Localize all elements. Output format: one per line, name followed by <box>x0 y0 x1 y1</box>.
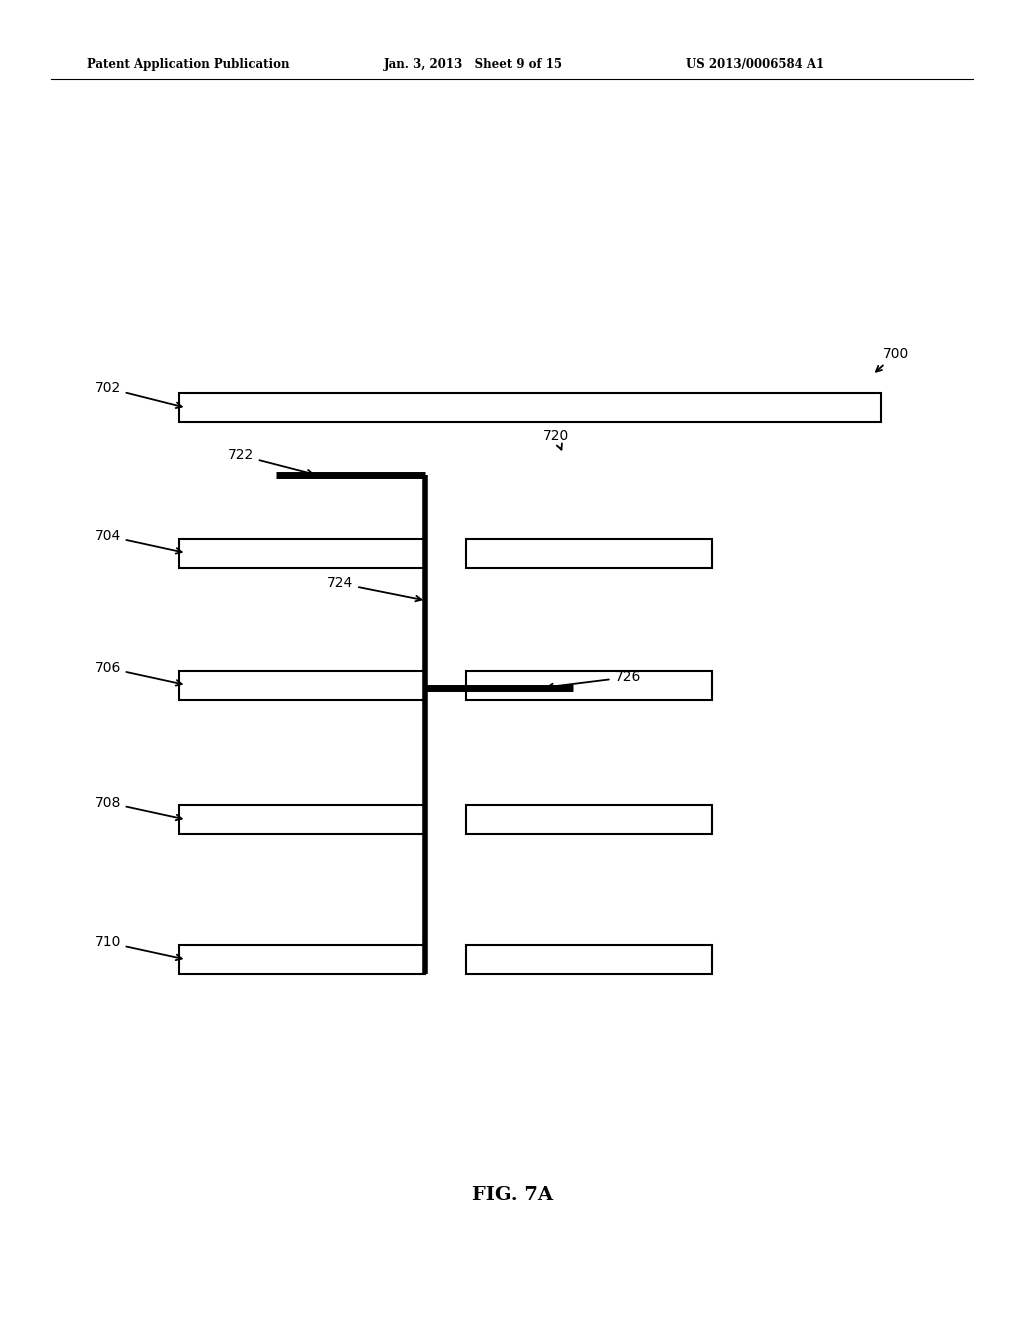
Bar <box>179 671 425 700</box>
Text: 700: 700 <box>876 347 909 372</box>
Text: 710: 710 <box>94 936 181 960</box>
Text: 720: 720 <box>543 429 569 450</box>
Text: Patent Application Publication: Patent Application Publication <box>87 58 290 71</box>
Text: 702: 702 <box>94 381 181 408</box>
Text: 726: 726 <box>548 671 641 689</box>
Bar <box>179 539 425 568</box>
Text: 704: 704 <box>94 529 181 553</box>
Text: 722: 722 <box>227 449 312 475</box>
Bar <box>466 671 712 700</box>
Bar <box>466 539 712 568</box>
Bar <box>179 805 425 834</box>
Bar <box>179 393 881 422</box>
Text: US 2013/0006584 A1: US 2013/0006584 A1 <box>686 58 824 71</box>
Text: FIG. 7A: FIG. 7A <box>471 1185 553 1204</box>
Bar <box>466 805 712 834</box>
Bar <box>179 945 425 974</box>
Text: 724: 724 <box>327 577 421 602</box>
Text: Jan. 3, 2013   Sheet 9 of 15: Jan. 3, 2013 Sheet 9 of 15 <box>384 58 563 71</box>
Bar <box>466 945 712 974</box>
Text: 708: 708 <box>94 796 181 820</box>
Text: 706: 706 <box>94 661 181 685</box>
